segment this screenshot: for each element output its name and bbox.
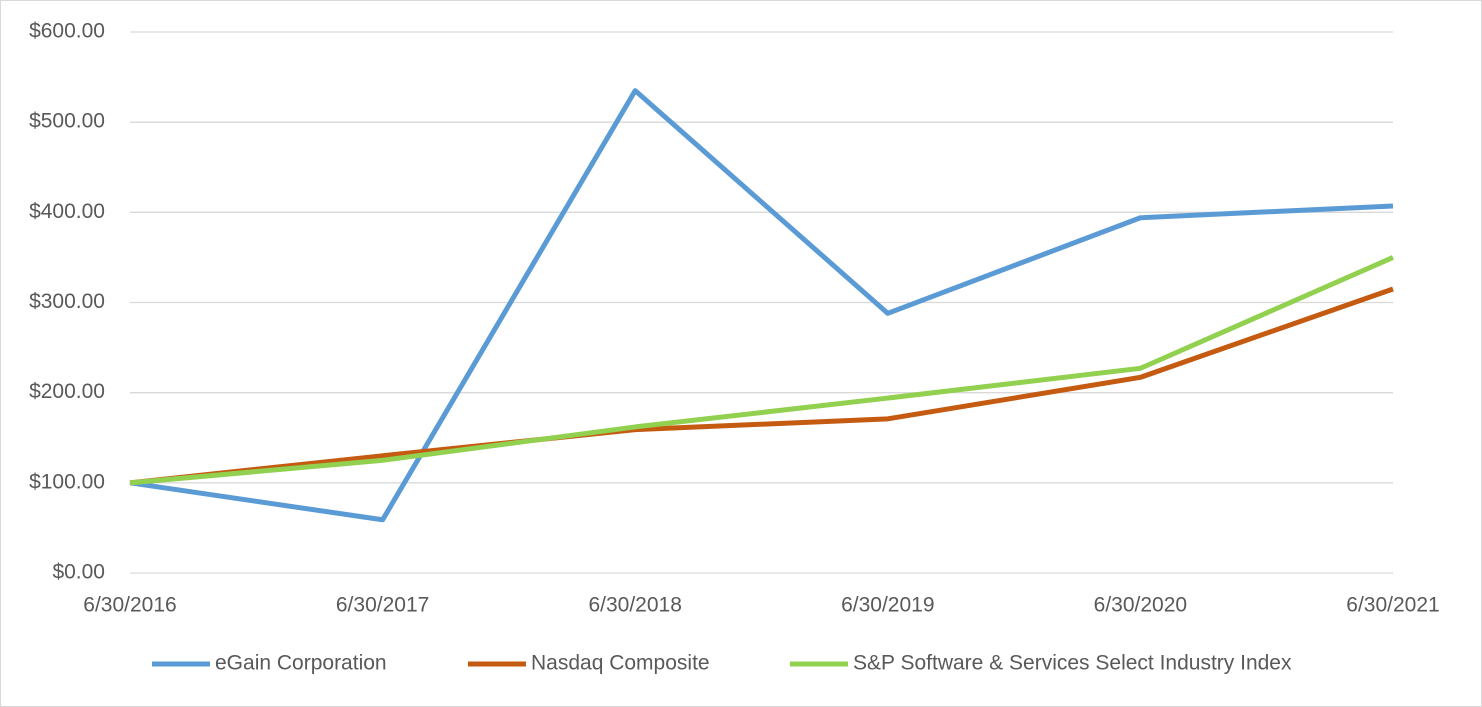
y-tick-label: $200.00 <box>29 380 105 403</box>
y-tick-label: $400.00 <box>29 200 105 223</box>
x-tick-label: 6/30/2016 <box>83 594 176 617</box>
series-line <box>129 255 1395 486</box>
series-line <box>129 88 1394 523</box>
x-tick-label: 6/30/2020 <box>1094 594 1187 617</box>
y-tick-label: $100.00 <box>29 470 105 493</box>
x-tick-label: 6/30/2019 <box>841 594 934 617</box>
y-tick-label: $500.00 <box>29 110 105 133</box>
series-line <box>129 286 1394 486</box>
y-tick-label: $0.00 <box>52 561 105 584</box>
x-tick-label: 6/30/2021 <box>1346 594 1439 617</box>
x-tick-label: 6/30/2018 <box>588 594 681 617</box>
legend-label: eGain Corporation <box>215 652 387 675</box>
x-tick-label: 6/30/2017 <box>336 594 429 617</box>
y-tick-label: $300.00 <box>29 290 105 313</box>
legend-label: S&P Software & Services Select Industry … <box>853 652 1292 675</box>
legend-label: Nasdaq Composite <box>531 652 710 675</box>
y-tick-label: $600.00 <box>29 20 105 43</box>
